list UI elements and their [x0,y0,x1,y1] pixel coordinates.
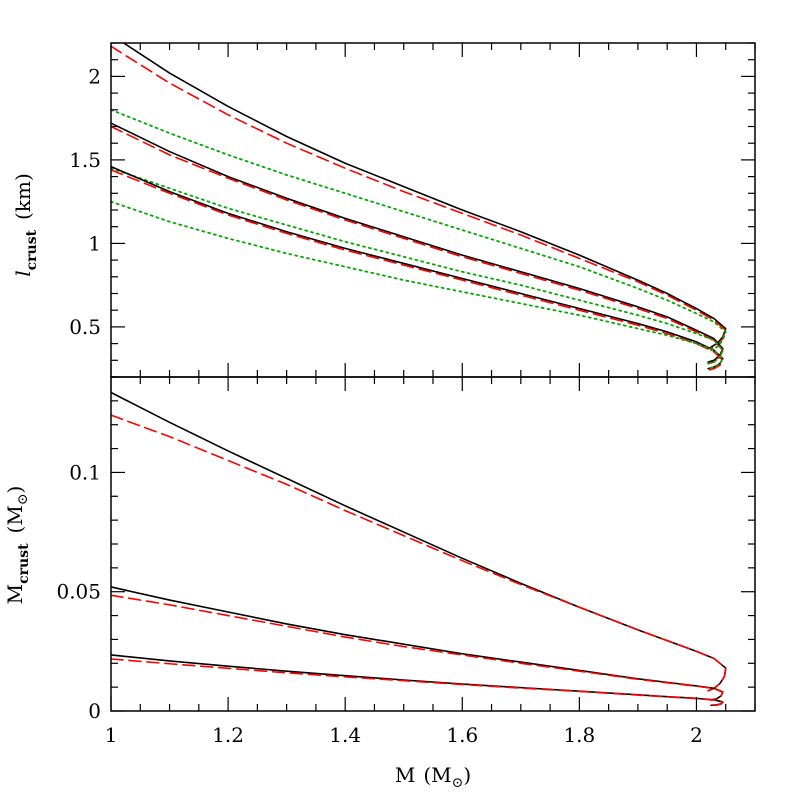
bottom-y-axis-symbol: M [3,584,27,604]
top-plot-frame [110,42,756,378]
top-y-tick-label: 1 [88,231,101,255]
top-y-tick-label: 2 [88,64,101,88]
top-series-5-line [111,125,724,365]
bottom-series-5-line [111,654,724,707]
top-series-6-line [111,167,724,365]
bottom-series-6-line [111,658,724,707]
x-axis-label: M (M⊙) [395,763,471,791]
bottom-y-tick-label: 0 [88,699,101,723]
top-panel: 0.5 1 1.5 2 lcrust (km) [11,42,756,378]
top-y-axis-unit: (km) [11,173,35,220]
x-axis-unit: (M [423,763,451,787]
bottom-series-group [111,391,727,707]
x-tick-label: 1.4 [329,723,361,747]
top-y-axis-label: lcrust (km) [11,173,40,277]
bottom-y-tick-label: 0.1 [69,460,101,484]
top-y-tick-label: 1.5 [69,148,101,172]
x-tick-label: 1.6 [446,723,478,747]
x-axis-symbol: M [395,763,415,787]
bottom-series-3-line [111,586,724,701]
top-y-axis-subscript: crust [24,229,40,270]
x-tick-label: 1.2 [212,723,244,747]
top-series-2-line [111,45,727,350]
bottom-y-axis-sun-symbol: ⊙ [15,493,31,505]
x-tick-label: 1.8 [563,723,595,747]
top-series-group [111,43,727,372]
bottom-panel: 00.050.11 1.2 1.4 1.6 1.8 2 Mcrust(M⊙) M (M⊙) [3,376,756,791]
bottom-y-axis-label: Mcrust (M⊙) [3,486,32,605]
bottom-y-axis-close: ) [3,486,27,494]
top-series-3-line [111,108,727,352]
x-axis-sun-symbol: ⊙ [452,775,464,791]
bottom-y-tick-label: 0.05 [56,580,101,604]
top-y-tick-label: 0.5 [69,315,101,339]
top-series-9-line [111,200,724,370]
top-tick-marks: 0.5 1 1.5 2 [69,42,756,378]
top-y-axis-symbol: l [11,270,35,276]
top-series-8-line [111,169,724,372]
bottom-series-4-line [111,594,724,702]
top-series-1-line [122,43,727,348]
bottom-plot-frame [110,376,756,712]
x-tick-label: 1 [105,723,118,747]
bottom-y-axis-unit: (M [3,505,27,533]
x-axis-close: ) [463,763,471,787]
bottom-y-axis-subscript: crust [16,543,32,584]
x-tick-label: 2 [690,723,703,747]
bottom-tick-marks: 0 0.05 0.1 1 1.2 1.4 1.6 1.8 2 [56,376,756,747]
bottom-series-2-line [111,414,727,692]
